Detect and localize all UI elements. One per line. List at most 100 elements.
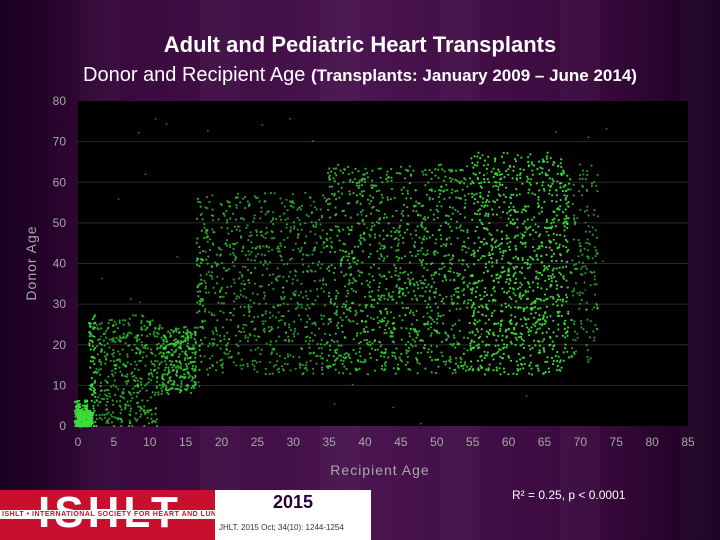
scatter-point	[540, 254, 543, 257]
scatter-point	[115, 364, 118, 367]
scatter-point	[385, 307, 388, 310]
scatter-point	[404, 294, 407, 297]
scatter-point	[478, 171, 481, 174]
scatter-point	[569, 188, 572, 191]
scatter-point	[369, 344, 372, 347]
scatter-point	[129, 298, 132, 301]
scatter-point	[248, 253, 251, 256]
scatter-point	[101, 277, 103, 280]
scatter-point	[445, 183, 448, 186]
scatter-point	[473, 263, 476, 266]
scatter-point	[256, 234, 259, 237]
scatter-point	[521, 208, 524, 211]
scatter-point	[275, 278, 278, 281]
scatter-point	[555, 200, 558, 203]
scatter-point	[497, 281, 500, 284]
scatter-point	[546, 297, 549, 300]
scatter-point	[536, 364, 539, 367]
scatter-point	[121, 319, 124, 322]
scatter-point	[529, 348, 532, 351]
scatter-point	[548, 264, 551, 268]
scatter-point	[398, 230, 401, 233]
scatter-point	[422, 217, 425, 220]
scatter-point	[573, 352, 576, 355]
scatter-point	[247, 336, 250, 339]
scatter-point	[537, 369, 540, 372]
scatter-point	[296, 306, 299, 309]
scatter-point	[74, 419, 77, 422]
scatter-point	[471, 369, 474, 372]
scatter-point	[142, 351, 145, 354]
scatter-point	[291, 282, 294, 285]
scatter-point	[329, 216, 332, 219]
scatter-point	[392, 226, 395, 230]
scatter-point	[231, 251, 235, 254]
scatter-point	[202, 259, 205, 262]
scatter-point	[329, 202, 332, 205]
scatter-point	[194, 365, 197, 368]
scatter-point	[345, 352, 348, 355]
scatter-point	[185, 354, 188, 357]
scatter-point	[545, 220, 549, 223]
scatter-point	[562, 275, 565, 278]
scatter-point	[191, 364, 195, 367]
scatter-point	[585, 267, 589, 270]
scatter-point	[456, 364, 460, 367]
scatter-point	[364, 180, 367, 183]
scatter-point	[408, 335, 412, 338]
scatter-point	[533, 249, 536, 252]
scatter-point	[463, 194, 466, 197]
scatter-point	[211, 330, 214, 333]
scatter-point	[312, 224, 315, 227]
scatter-point	[103, 355, 107, 358]
scatter-point	[113, 364, 116, 367]
scatter-point	[485, 306, 488, 309]
scatter-point	[93, 314, 96, 317]
scatter-point	[545, 227, 548, 230]
scatter-point	[251, 359, 254, 363]
scatter-point	[586, 205, 589, 208]
scatter-point	[578, 307, 581, 310]
scatter-point	[183, 373, 186, 376]
scatter-point	[135, 363, 138, 366]
scatter-point	[481, 254, 484, 258]
scatter-point	[336, 234, 339, 237]
scatter-point	[471, 196, 474, 199]
scatter-point	[333, 312, 336, 315]
scatter-point	[363, 223, 366, 226]
scatter-point	[118, 404, 121, 407]
scatter-point	[271, 327, 274, 331]
scatter-point	[507, 304, 510, 307]
scatter-point	[302, 372, 305, 375]
scatter-point	[393, 264, 396, 267]
scatter-point	[114, 371, 117, 374]
scatter-point	[312, 303, 315, 306]
scatter-point	[593, 209, 596, 212]
scatter-point	[372, 279, 375, 282]
scatter-point	[526, 281, 530, 284]
scatter-point	[242, 323, 245, 326]
scatter-point	[473, 164, 476, 167]
scatter-point	[435, 287, 438, 290]
scatter-point	[361, 194, 364, 197]
scatter-point	[488, 190, 491, 194]
scatter-point	[359, 234, 362, 237]
scatter-point	[538, 172, 541, 175]
scatter-point	[485, 212, 488, 215]
scatter-point	[279, 244, 283, 247]
scatter-point	[419, 249, 422, 252]
scatter-point	[174, 388, 177, 391]
scatter-point	[140, 383, 143, 386]
scatter-point	[513, 267, 516, 270]
scatter-point	[285, 280, 288, 283]
scatter-point	[167, 393, 170, 396]
scatter-point	[168, 343, 172, 346]
scatter-point	[416, 299, 419, 302]
scatter-point	[128, 419, 131, 422]
scatter-point	[552, 359, 555, 363]
scatter-point	[426, 230, 430, 233]
scatter-point	[183, 388, 187, 391]
scatter-point	[525, 306, 529, 309]
scatter-point	[531, 169, 534, 172]
scatter-point	[579, 248, 582, 251]
